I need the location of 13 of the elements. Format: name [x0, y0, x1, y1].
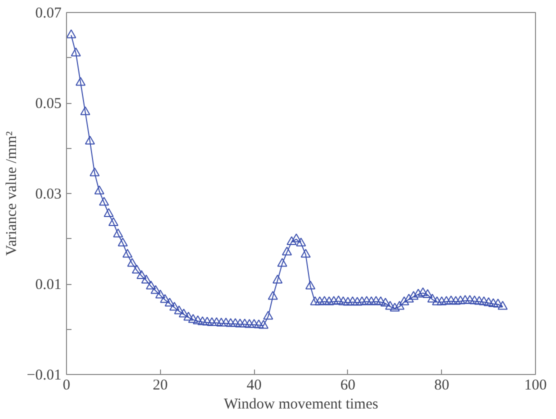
y-tick-label: 0.03: [35, 186, 62, 202]
x-tick-label: 20: [152, 378, 168, 394]
x-tick-label: 60: [340, 378, 356, 394]
x-tick-label: 0: [62, 378, 70, 394]
x-axis-title: Window movement times: [224, 396, 378, 412]
y-tick-label: 0.01: [35, 277, 62, 293]
x-tick-label: 40: [246, 378, 262, 394]
y-tick-label: −0.01: [26, 368, 62, 384]
x-tick-label: 100: [524, 378, 547, 394]
y-tick-label: 0.05: [35, 96, 62, 112]
y-tick-label: 0.07: [35, 6, 62, 22]
y-axis-title: Variance value /mm²: [4, 130, 20, 256]
x-tick-label: 80: [434, 378, 450, 394]
